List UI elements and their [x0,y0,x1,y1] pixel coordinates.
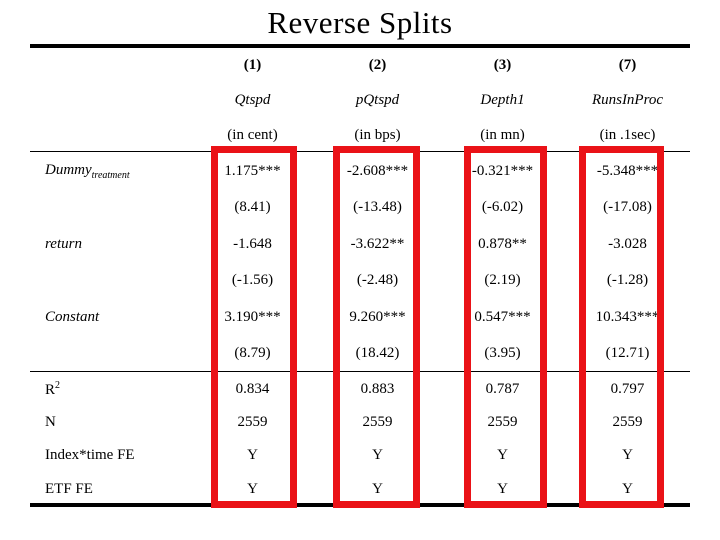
column-name: Qtspd [234,92,271,108]
tstat-cell: (-2.48) [356,272,399,289]
column-name: Depth1 [480,92,525,108]
stat-cell: Y [497,447,508,464]
row-label-superscript: 2 [55,380,61,392]
stat-cell: 0.797 [610,381,645,398]
stat-cell: Y [622,480,633,497]
tstat-cell: (-6.02) [481,199,524,216]
column-name: pQtspd [355,92,400,108]
highlight-box-column-2 [333,146,420,508]
row-label: ETF FE [45,480,93,497]
table-row-constant-coef: Constant 3.190*** 9.260*** 0.547*** 10.3… [30,299,690,336]
coef-cell: 10.343*** [595,308,660,325]
table-row-constant-tstat: (8.79) (18.42) (3.95) (12.71) [30,336,690,373]
column-unit: (in mn) [480,127,525,143]
tstat-cell: (-1.56) [231,272,274,289]
coef-cell: 3.190*** [224,308,281,325]
coef-cell: -3.028 [608,235,647,252]
highlight-box-column-4 [579,146,664,508]
coef-cell: 0.878** [478,235,527,252]
table-row-dummy-tstat: (8.41) (-13.48) (-6.02) (-17.08) [30,190,690,227]
row-label: return [45,235,82,252]
column-unit: (in .1sec) [599,127,656,143]
table-row-rsquared: R2 0.834 0.883 0.787 0.797 [30,373,690,406]
stat-cell: Y [372,480,383,497]
coef-cell: -3.622** [350,235,405,252]
coef-cell: -2.608*** [346,162,409,179]
tstat-cell: (18.42) [355,345,400,362]
stat-cell: 2559 [362,414,393,431]
highlight-box-column-1 [211,146,297,508]
stat-cell: 0.834 [235,381,270,398]
table-row-return-coef: return -1.648 -3.622** 0.878** -3.028 [30,226,690,263]
table-row-index-time-fe: Index*time FE Y Y Y Y [30,439,690,472]
column-number: (7) [618,57,637,73]
regression-table: (1) (2) (3) (7) Qtspd pQtspd Depth1 Runs… [30,48,690,506]
row-label: N [45,414,56,431]
stats-divider-rule [30,371,690,372]
row-label: R2 [30,380,190,399]
row-label-text: R [45,382,56,399]
coef-cell: -1.648 [233,235,272,252]
column-name: RunsInProc [591,92,664,108]
stat-cell: Y [247,480,258,497]
stat-cell: Y [622,447,633,464]
tstat-cell: (2.19) [484,272,521,289]
table-row-etf-fe: ETF FE Y Y Y Y [30,473,690,506]
table-row-n: N 2559 2559 2559 2559 [30,406,690,439]
tstat-cell: (8.79) [234,345,271,362]
table-row-dummy-coef: Dummytreatment 1.175*** -2.608*** -0.321… [30,153,690,190]
stat-cell: Y [247,447,258,464]
coef-cell: 0.547*** [474,308,531,325]
coef-cell: 1.175*** [224,162,281,179]
column-number: (3) [493,57,512,73]
stat-cell: Y [497,480,508,497]
row-label-text: Dummy [45,161,92,178]
column-number: (2) [368,57,387,73]
highlight-box-column-3 [464,146,547,508]
tstat-cell: (-13.48) [353,199,402,216]
stat-cell: 2559 [487,414,518,431]
tstat-cell: (12.71) [605,345,650,362]
stat-cell: Y [372,447,383,464]
table-row-return-tstat: (-1.56) (-2.48) (2.19) (-1.28) [30,263,690,300]
coef-cell: 9.260*** [349,308,406,325]
tstat-cell: (8.41) [234,199,271,216]
row-label-subscript: treatment [91,169,130,181]
coef-cell: -0.321*** [471,162,534,179]
row-label: Constant [45,308,100,325]
coef-cell: -5.348*** [596,162,659,179]
row-label: Dummytreatment [30,162,190,181]
column-number-row: (1) (2) (3) (7) [30,48,690,83]
column-unit: (in bps) [354,127,401,143]
column-name-row: Qtspd pQtspd Depth1 RunsInProc [30,83,690,118]
stat-cell: 2559 [612,414,643,431]
column-unit-row: (in cent) (in bps) (in mn) (in .1sec) [30,118,690,153]
tstat-cell: (3.95) [484,345,521,362]
column-number: (1) [243,57,262,73]
tstat-cell: (-1.28) [606,272,649,289]
stat-cell: 2559 [237,414,268,431]
stat-cell: 0.883 [360,381,395,398]
tstat-cell: (-17.08) [603,199,652,216]
row-label: Index*time FE [45,447,135,464]
stat-cell: 0.787 [485,381,520,398]
slide-title: Reverse Splits [267,5,453,40]
column-unit: (in cent) [227,127,278,143]
table-top-rule [30,44,690,48]
